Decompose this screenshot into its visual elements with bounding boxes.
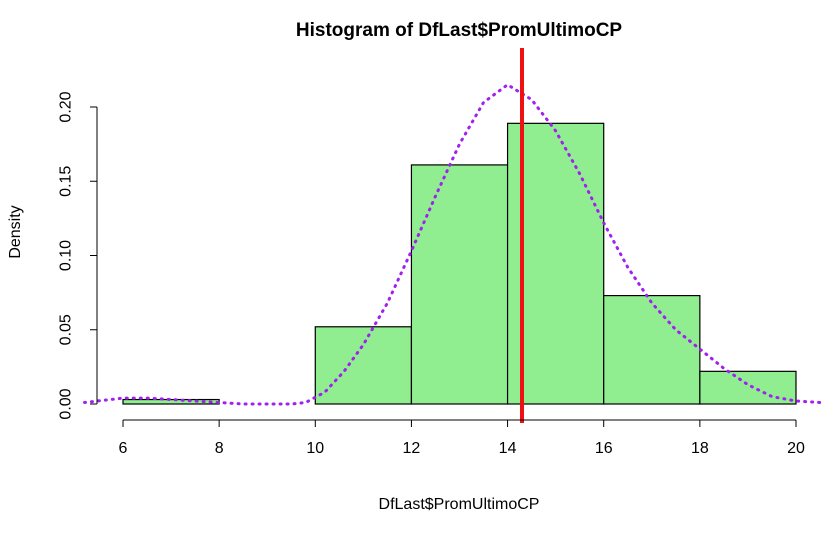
y-tick-label-1: 0.05 <box>58 314 75 345</box>
y-tick-label-4: 0.20 <box>58 91 75 122</box>
x-tick-label-7: 20 <box>787 440 805 457</box>
y-tick-label-3: 0.15 <box>58 166 75 197</box>
x-tick-label-1: 8 <box>215 440 224 457</box>
histogram-bar-6 <box>699 370 797 405</box>
histogram-bar-5 <box>603 294 701 405</box>
x-tick-label-0: 6 <box>119 440 128 457</box>
bars-group <box>122 122 797 405</box>
y-tick-label-2: 0.10 <box>58 240 75 271</box>
chart-title: Histogram of DfLast$PromUltimoCP <box>296 20 623 41</box>
x-axis: 6 8 10 12 14 16 18 20 <box>119 419 805 457</box>
x-axis-label: DfLast$PromUltimoCP <box>379 496 540 513</box>
y-axis: 0.00 0.05 0.10 0.15 0.20 <box>58 91 98 420</box>
y-axis-label: Density <box>7 205 24 258</box>
histogram-bar-2 <box>314 326 413 405</box>
x-tick-label-2: 10 <box>306 440 324 457</box>
density-curve <box>83 82 822 406</box>
x-tick-label-5: 16 <box>595 440 613 457</box>
x-tick-label-6: 18 <box>691 440 709 457</box>
histogram-bar-3 <box>410 164 509 405</box>
y-tick-label-0: 0.00 <box>58 388 75 419</box>
x-tick-label-3: 12 <box>403 440 421 457</box>
x-tick-label-4: 14 <box>499 440 517 457</box>
